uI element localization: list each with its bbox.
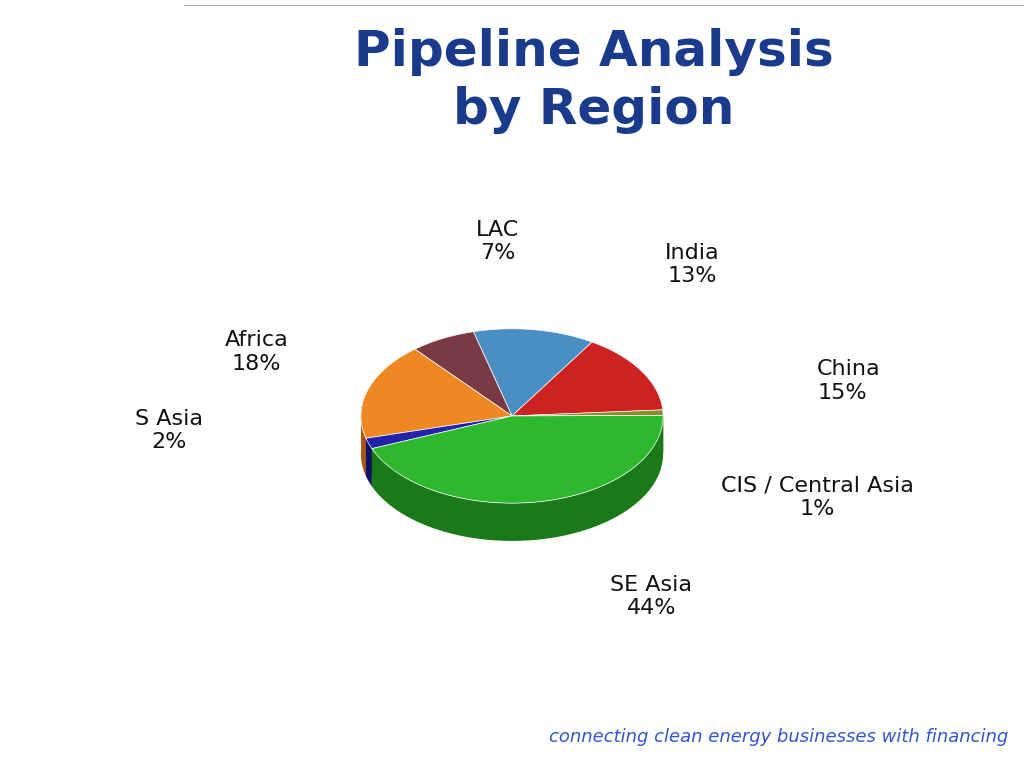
Polygon shape [372,416,512,486]
Polygon shape [512,410,663,454]
Polygon shape [366,416,512,449]
Text: LAC
7%: LAC 7% [476,220,519,263]
Polygon shape [372,415,664,541]
Text: China
15%: China 15% [817,359,881,402]
Text: connecting clean energy businesses with financing: connecting clean energy businesses with … [549,728,1008,746]
Polygon shape [415,332,512,416]
Polygon shape [372,416,512,486]
Polygon shape [512,342,663,416]
Text: Africa
18%: Africa 18% [224,330,288,374]
Text: India
13%: India 13% [665,243,720,286]
Text: CIS / Central Asia
1%: CIS / Central Asia 1% [721,475,913,519]
Polygon shape [512,410,664,416]
Polygon shape [372,415,664,503]
Polygon shape [360,412,366,476]
Polygon shape [366,416,512,476]
Polygon shape [366,416,512,476]
Text: S Asia
2%: S Asia 2% [135,409,203,452]
Polygon shape [512,410,663,454]
Text: Pipeline Analysis
by Region: Pipeline Analysis by Region [354,28,834,134]
Polygon shape [473,329,592,416]
Polygon shape [366,439,372,486]
Text: SE Asia
44%: SE Asia 44% [610,574,692,617]
Polygon shape [512,415,664,454]
Polygon shape [512,415,664,454]
Polygon shape [360,349,512,439]
